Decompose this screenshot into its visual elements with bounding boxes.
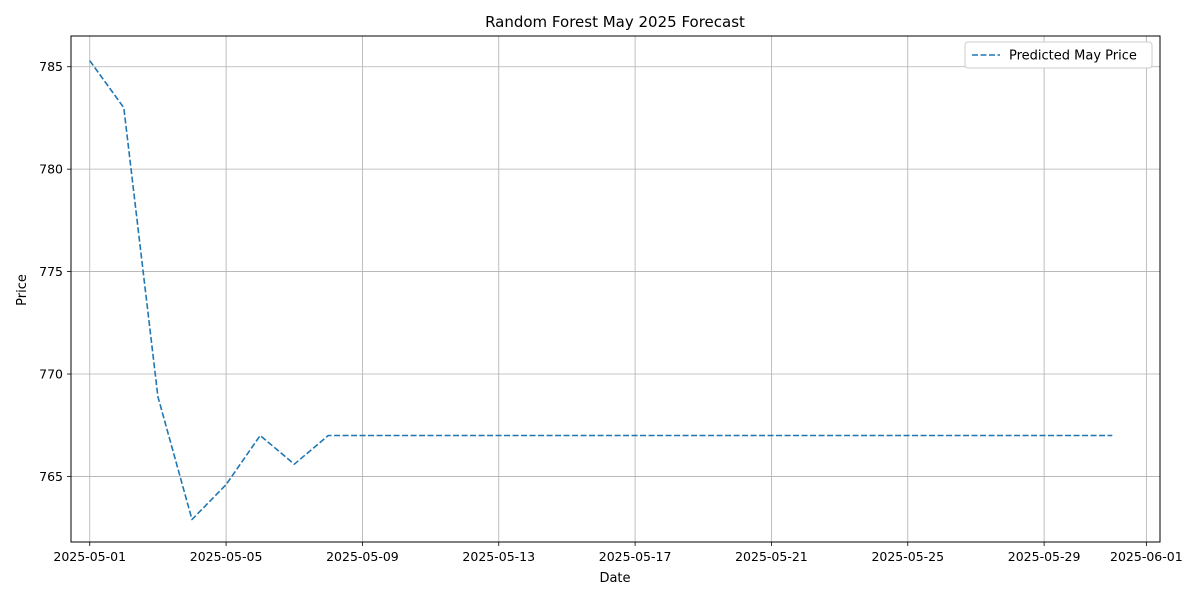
x-tick-label: 2025-05-01 xyxy=(53,549,126,564)
x-tick-label: 2025-05-09 xyxy=(326,549,399,564)
x-tick-label: 2025-05-05 xyxy=(190,549,263,564)
grid-lines xyxy=(71,36,1160,542)
x-tick-label: 2025-05-21 xyxy=(735,549,808,564)
legend-label: Predicted May Price xyxy=(1009,49,1137,64)
legend: Predicted May Price xyxy=(964,41,1153,69)
y-axis-label: Price xyxy=(15,274,30,306)
y-tick-label: 765 xyxy=(39,469,63,484)
x-tick-label: 2025-06-01 xyxy=(1110,549,1183,564)
x-tick-label: 2025-05-29 xyxy=(1008,549,1081,564)
chart-title: Random Forest May 2025 Forecast xyxy=(485,13,745,31)
series-layer xyxy=(89,60,1113,521)
axis-ticks: 2025-05-01 2025-05-05 2025-05-09 2025-05-13… xyxy=(39,59,1183,564)
y-tick-label: 775 xyxy=(39,264,63,279)
x-axis-label: Date xyxy=(599,571,630,586)
y-tick-label: 785 xyxy=(39,59,63,74)
x-tick-label: 2025-05-25 xyxy=(871,549,944,564)
series-line-predicted-may-price xyxy=(89,60,1113,521)
x-tick-label: 2025-05-17 xyxy=(599,549,672,564)
y-tick-label: 770 xyxy=(39,367,63,382)
x-tick-label: 2025-05-13 xyxy=(462,549,535,564)
plot-frame xyxy=(70,35,1161,543)
legend-box xyxy=(964,41,1153,69)
y-tick-label: 780 xyxy=(39,162,63,177)
